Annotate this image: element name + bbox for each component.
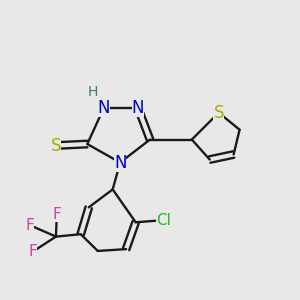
Text: N: N [114, 154, 126, 172]
Text: H: H [88, 85, 98, 99]
Text: Cl: Cl [156, 213, 171, 228]
Text: F: F [52, 207, 61, 222]
Text: S: S [51, 136, 61, 154]
Text: N: N [132, 99, 144, 117]
Text: N: N [98, 99, 110, 117]
Text: F: F [28, 244, 37, 259]
Text: F: F [26, 218, 34, 233]
Text: S: S [213, 104, 224, 122]
